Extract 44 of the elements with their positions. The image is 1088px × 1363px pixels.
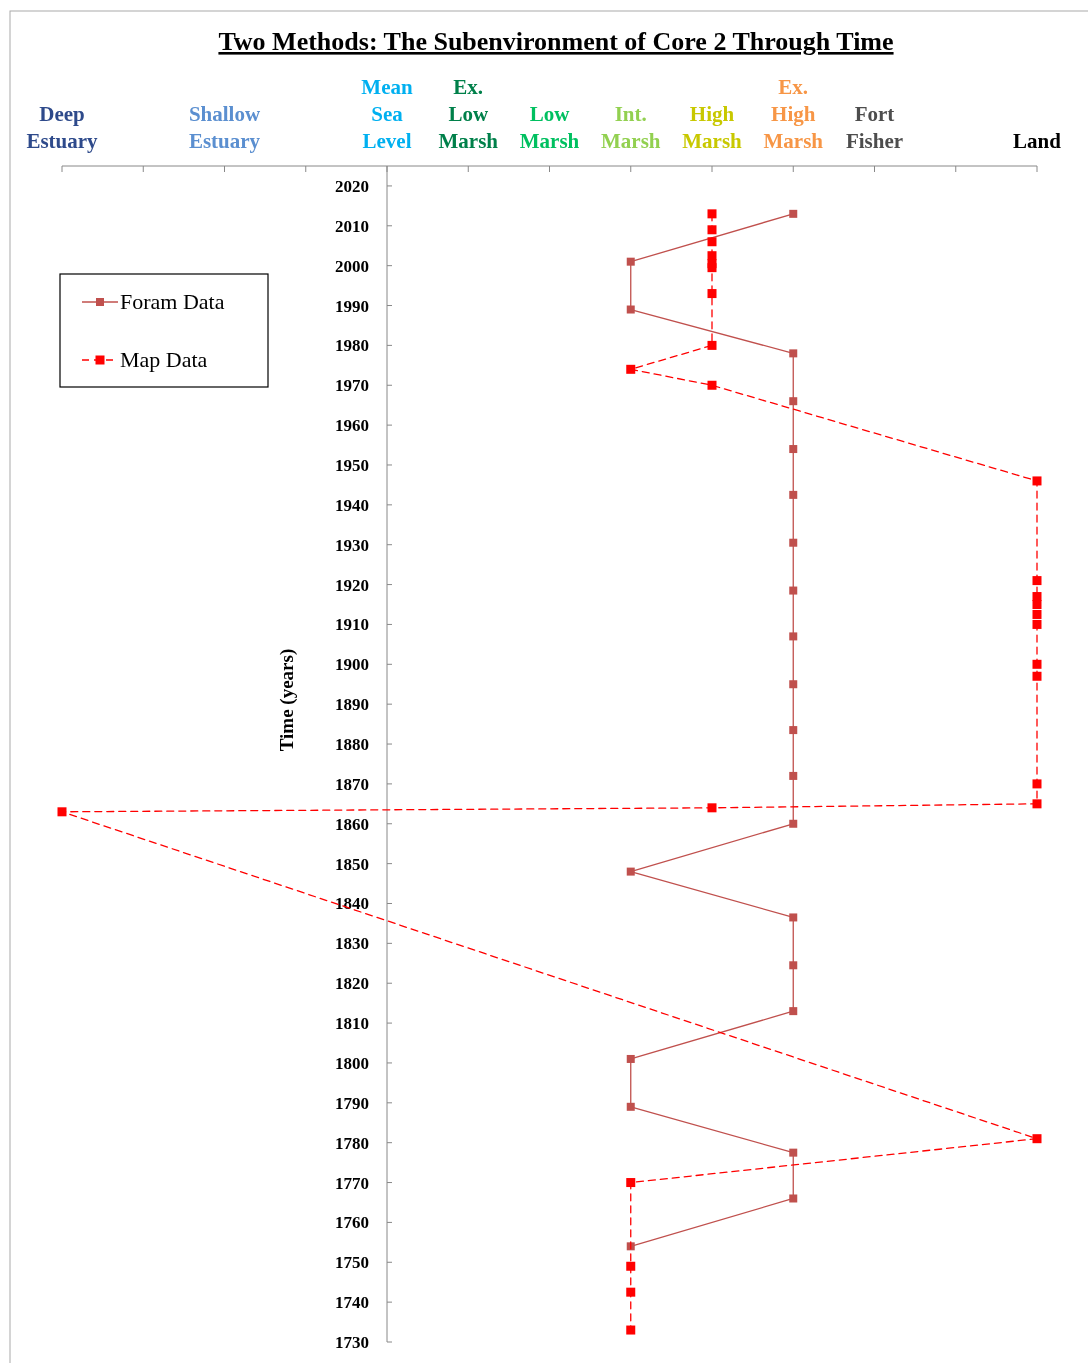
y-tick-label: 1890 — [335, 695, 369, 715]
y-tick-label: 1740 — [335, 1293, 369, 1313]
x-tick-label: High Marsh — [682, 102, 743, 153]
x-tick-label: Int. Marsh — [601, 102, 661, 153]
y-tick-label: 1830 — [335, 934, 369, 954]
x-tick-label: Ex. High Marsh — [763, 75, 824, 153]
x-tick-label: Low Marsh — [519, 102, 580, 153]
y-tick-label: 1910 — [335, 615, 369, 635]
y-tick-label: 1810 — [335, 1014, 369, 1034]
y-axis-title: Time (years) — [276, 648, 298, 752]
y-tick-label: 1770 — [335, 1173, 369, 1193]
y-tick-label: 2010 — [335, 216, 369, 236]
y-tick-label: 1780 — [335, 1133, 369, 1153]
y-tick-label: 2000 — [335, 256, 369, 276]
y-tick-label: 1970 — [335, 376, 369, 396]
x-tick-label: Land — [1013, 129, 1062, 153]
y-tick-label: 1920 — [335, 575, 369, 595]
y-tick-label: 1790 — [335, 1093, 369, 1113]
y-tick-label: 1820 — [335, 974, 369, 994]
y-tick-label: 1840 — [335, 894, 369, 914]
y-tick-label: 1860 — [335, 814, 369, 834]
y-tick-label: 1960 — [335, 416, 369, 436]
y-tick-label: 1950 — [335, 455, 369, 475]
y-tick-label: 1870 — [335, 774, 369, 794]
y-tick-label: 1760 — [335, 1213, 369, 1233]
x-tick-label: Ex. Low Marsh — [438, 75, 499, 153]
y-tick-label: 1880 — [335, 735, 369, 755]
chart-title: Two Methods: The Subenvironment of Core 2 Through Time — [218, 27, 894, 56]
y-tick-label: 1750 — [335, 1253, 369, 1273]
y-tick-label: 1980 — [335, 336, 369, 356]
legend-label: Map Data — [120, 347, 208, 372]
y-tick-label: 2020 — [335, 176, 369, 196]
y-tick-label: 1730 — [335, 1333, 369, 1352]
x-tick-label: Shallow Estuary — [188, 102, 261, 153]
y-tick-label: 1940 — [335, 495, 369, 515]
y-tick-label: 1900 — [335, 655, 369, 675]
x-tick-label: Fort Fisher — [845, 102, 904, 153]
y-tick-label: 1990 — [335, 296, 369, 316]
x-tick-label: Mean Sea Level — [361, 75, 413, 153]
y-tick-label: 1850 — [335, 854, 369, 874]
x-tick-label: Deep Estuary — [26, 102, 99, 153]
y-tick-label: 1800 — [335, 1053, 369, 1073]
legend-label: Foram Data — [120, 289, 225, 314]
y-tick-label: 1930 — [335, 535, 369, 555]
